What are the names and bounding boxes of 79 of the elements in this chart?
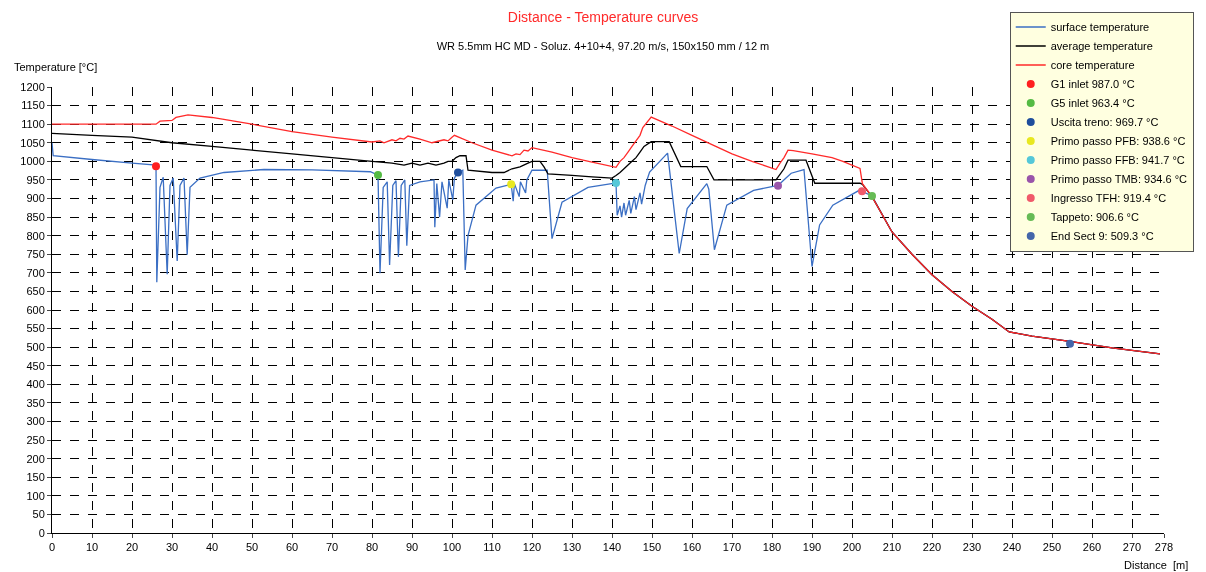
x-tick-label: 270 (1122, 541, 1142, 554)
y-tick-label: 600 (26, 303, 45, 316)
x-tick-label: 220 (922, 541, 942, 554)
point (374, 170, 382, 179)
x-tick-label: 190 (802, 541, 822, 554)
y-tick-label: 850 (26, 210, 45, 223)
y-tick-label: 450 (26, 359, 45, 372)
x-tick-label: 160 (682, 541, 702, 554)
y-tick-label: 50 (32, 508, 45, 521)
x-tick-label: 240 (1002, 541, 1022, 554)
y-tick-label: 900 (26, 192, 45, 205)
y-tick-label: 200 (26, 452, 45, 465)
y-tick-label: 1050 (20, 136, 45, 149)
y-tick-label: 400 (26, 378, 45, 391)
y-tick-label: 650 (26, 285, 45, 298)
x-tick-label: 20 (125, 541, 139, 554)
x-tick-label: 80 (365, 541, 379, 554)
x-tick-label: 40 (205, 541, 219, 554)
point (774, 181, 782, 190)
point (612, 179, 620, 187)
x-tick-label: 230 (962, 541, 982, 554)
y-tick-label: 1150 (21, 99, 45, 112)
legend-label: Tappeto: 906.6 °C (1050, 211, 1139, 224)
y-tick-label: 800 (26, 229, 45, 242)
point (858, 187, 866, 196)
y-tick-label: 100 (26, 489, 45, 502)
y-tick-label: 0 (38, 526, 45, 539)
y-tick-label: 700 (26, 266, 45, 279)
y-tick-label: 500 (26, 341, 45, 354)
legend-label: Primo passo FFB: 941.7 °C (1050, 154, 1185, 167)
y-tick-label: 300 (26, 415, 45, 428)
x-tick-label: 210 (882, 541, 902, 554)
legend-label: G5 inlet 963.4 °C (1050, 97, 1135, 110)
x-tick-label: 260 (1082, 541, 1102, 554)
x-tick-label: 60 (285, 541, 299, 554)
x-tick-label: 200 (842, 541, 862, 554)
x-tick-label: 50 (245, 541, 259, 554)
x-tick-label: 130 (562, 541, 582, 554)
x-tick-label: 0 (48, 541, 56, 554)
x-tick-label: 170 (722, 541, 742, 554)
y-tick-label: 1200 (20, 80, 45, 93)
point (868, 192, 876, 201)
chart-subtitle: WR 5.5mm HC MD - Soluz. 4+10+4, 97.20 m/s, 150x150 mm / 12 m (436, 40, 770, 53)
x-tick-label: 120 (522, 541, 542, 554)
point (1066, 339, 1074, 348)
x-tick-label: 140 (602, 541, 622, 554)
chart-title: Distance - Temperature curves (507, 8, 699, 25)
y-tick-label: 150 (26, 471, 45, 484)
legend-label: G1 inlet 987.0 °C (1050, 78, 1135, 91)
x-tick-label: 250 (1042, 541, 1062, 554)
legend-label: Primo passo PFB: 938.6 °C (1050, 135, 1186, 148)
x-tick-label: 30 (165, 541, 179, 554)
x-tick-label: 100 (442, 541, 462, 554)
legend-label: core temperature (1050, 59, 1135, 72)
point (152, 162, 160, 171)
point (507, 180, 516, 189)
y-tick-label: 250 (26, 433, 45, 446)
y-tick-label: 350 (26, 396, 45, 409)
y-tick-label: 750 (26, 248, 45, 261)
x-tick-label: 278 (1154, 541, 1174, 554)
x-tick-label: 110 (483, 541, 501, 554)
legend-label: surface temperature (1050, 21, 1150, 34)
y-tick-label: 1000 (20, 155, 45, 168)
legend-label: Primo passo TMB: 934.6 °C (1050, 173, 1188, 186)
legend-label: Uscita treno: 969.7 °C (1050, 116, 1159, 129)
y-axis-title: Temperature [°C] (14, 61, 98, 73)
x-tick-label: 150 (642, 541, 662, 554)
x-tick-label: 10 (85, 541, 99, 554)
y-tick-label: 950 (26, 173, 45, 186)
x-tick-label: 70 (325, 541, 339, 554)
y-tick-label: 1100 (21, 118, 45, 131)
y-tick-label: 550 (26, 322, 45, 335)
x-axis-title: Distance [m] (1124, 559, 1189, 571)
legend-label: End Sect 9: 509.3 °C (1050, 230, 1154, 243)
legend-label: Ingresso TFH: 919.4 °C (1050, 192, 1167, 205)
x-tick-label: 90 (405, 541, 419, 554)
point (454, 168, 462, 177)
legend-label: average temperature (1050, 40, 1153, 53)
x-tick-label: 180 (762, 541, 782, 554)
